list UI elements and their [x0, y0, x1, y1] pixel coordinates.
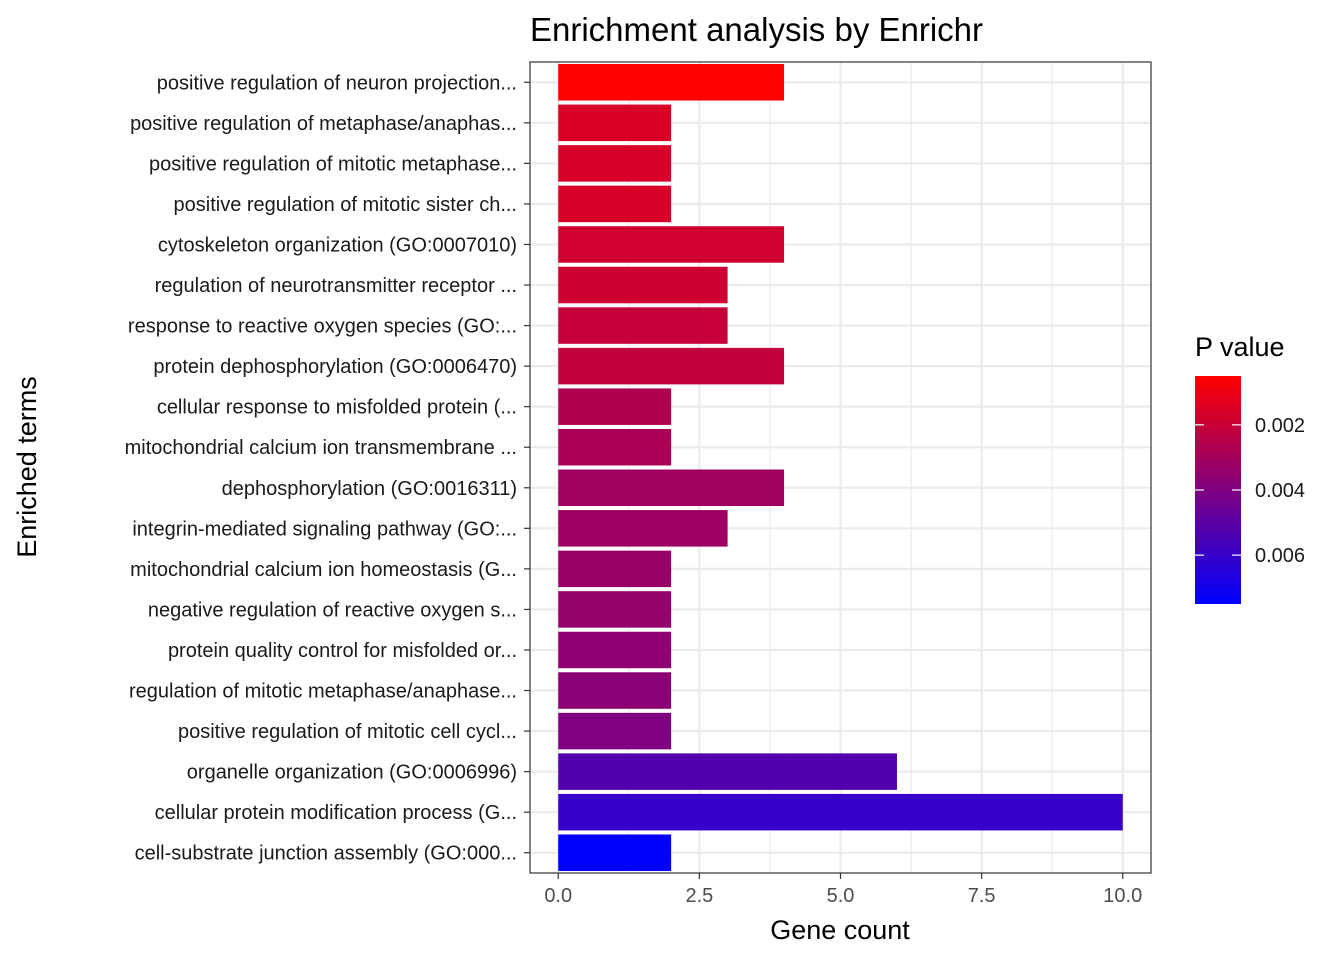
y-tick-label: protein dephosphorylation (GO:0006470)	[153, 356, 517, 378]
x-tick-label: 0.0	[544, 885, 572, 907]
bars	[558, 64, 1123, 871]
chart-title: Enrichment analysis by Enrichr	[530, 11, 983, 48]
y-tick-label: cytoskeleton organization (GO:0007010)	[158, 234, 517, 256]
bar	[558, 591, 672, 628]
x-tick-label: 2.5	[685, 885, 713, 907]
y-tick-label: organelle organization (GO:0006996)	[187, 762, 517, 784]
y-tick-label: positive regulation of neuron projection…	[157, 72, 517, 94]
y-tick-label: positive regulation of metaphase/anaphas…	[130, 113, 517, 135]
bar	[558, 793, 1123, 831]
legend-tick-label: 0.006	[1255, 545, 1305, 567]
bar	[558, 307, 728, 344]
bar	[558, 185, 672, 223]
y-tick-label: cell-substrate junction assembly (GO:000…	[135, 843, 517, 865]
bar	[558, 469, 785, 507]
x-tick-label: 5.0	[827, 885, 855, 907]
y-axis-label: Enriched terms	[12, 376, 42, 558]
grid-lines	[530, 62, 1151, 873]
legend-tick-label: 0.004	[1255, 480, 1305, 502]
y-tick-label: positive regulation of mitotic sister ch…	[174, 194, 517, 216]
bar	[558, 388, 672, 425]
bar	[558, 834, 672, 871]
y-tick-label: response to reactive oxygen species (GO:…	[128, 316, 517, 338]
x-axis-label: Gene count	[770, 915, 910, 945]
y-tick-label: cellular response to misfolded protein (…	[157, 397, 517, 419]
y-tick-label: positive regulation of mitotic cell cycl…	[178, 721, 517, 743]
bar	[558, 672, 672, 709]
y-tick-label: negative regulation of reactive oxygen s…	[148, 599, 517, 621]
y-tick-label: regulation of neurotransmitter receptor …	[155, 275, 517, 297]
y-tick-label: mitochondrial calcium ion transmembrane …	[125, 437, 517, 459]
y-tick-label: mitochondrial calcium ion homeostasis (G…	[130, 559, 517, 581]
bar	[558, 64, 785, 101]
bar	[558, 226, 785, 263]
y-axis: positive regulation of neuron projection…	[125, 72, 530, 865]
y-tick-label: positive regulation of mitotic metaphase…	[149, 153, 517, 175]
bar	[558, 550, 672, 588]
y-tick-label: protein quality control for misfolded or…	[168, 640, 517, 662]
x-tick-label: 7.5	[968, 885, 996, 907]
y-tick-label: regulation of mitotic metaphase/anaphase…	[129, 681, 517, 703]
y-tick-label: cellular protein modification process (G…	[155, 802, 517, 824]
bar	[558, 145, 672, 182]
legend-title: P value	[1195, 332, 1285, 362]
y-tick-label: dephosphorylation (GO:0016311)	[222, 478, 517, 500]
bar	[558, 631, 672, 669]
y-tick-label: integrin-mediated signaling pathway (GO:…	[132, 518, 517, 540]
bar	[558, 428, 672, 466]
x-axis: 0.0 2.5 5.0 7.5 10.0	[544, 873, 1142, 907]
bar	[558, 510, 728, 547]
bar	[558, 712, 672, 750]
bar	[558, 347, 785, 385]
bar	[558, 753, 897, 790]
legend-tick-label: 0.002	[1255, 415, 1305, 437]
color-legend: P value 0.002 0.004 0.006	[1195, 332, 1305, 604]
bar	[558, 266, 728, 304]
bar	[558, 104, 672, 142]
x-tick-label: 10.0	[1103, 885, 1142, 907]
